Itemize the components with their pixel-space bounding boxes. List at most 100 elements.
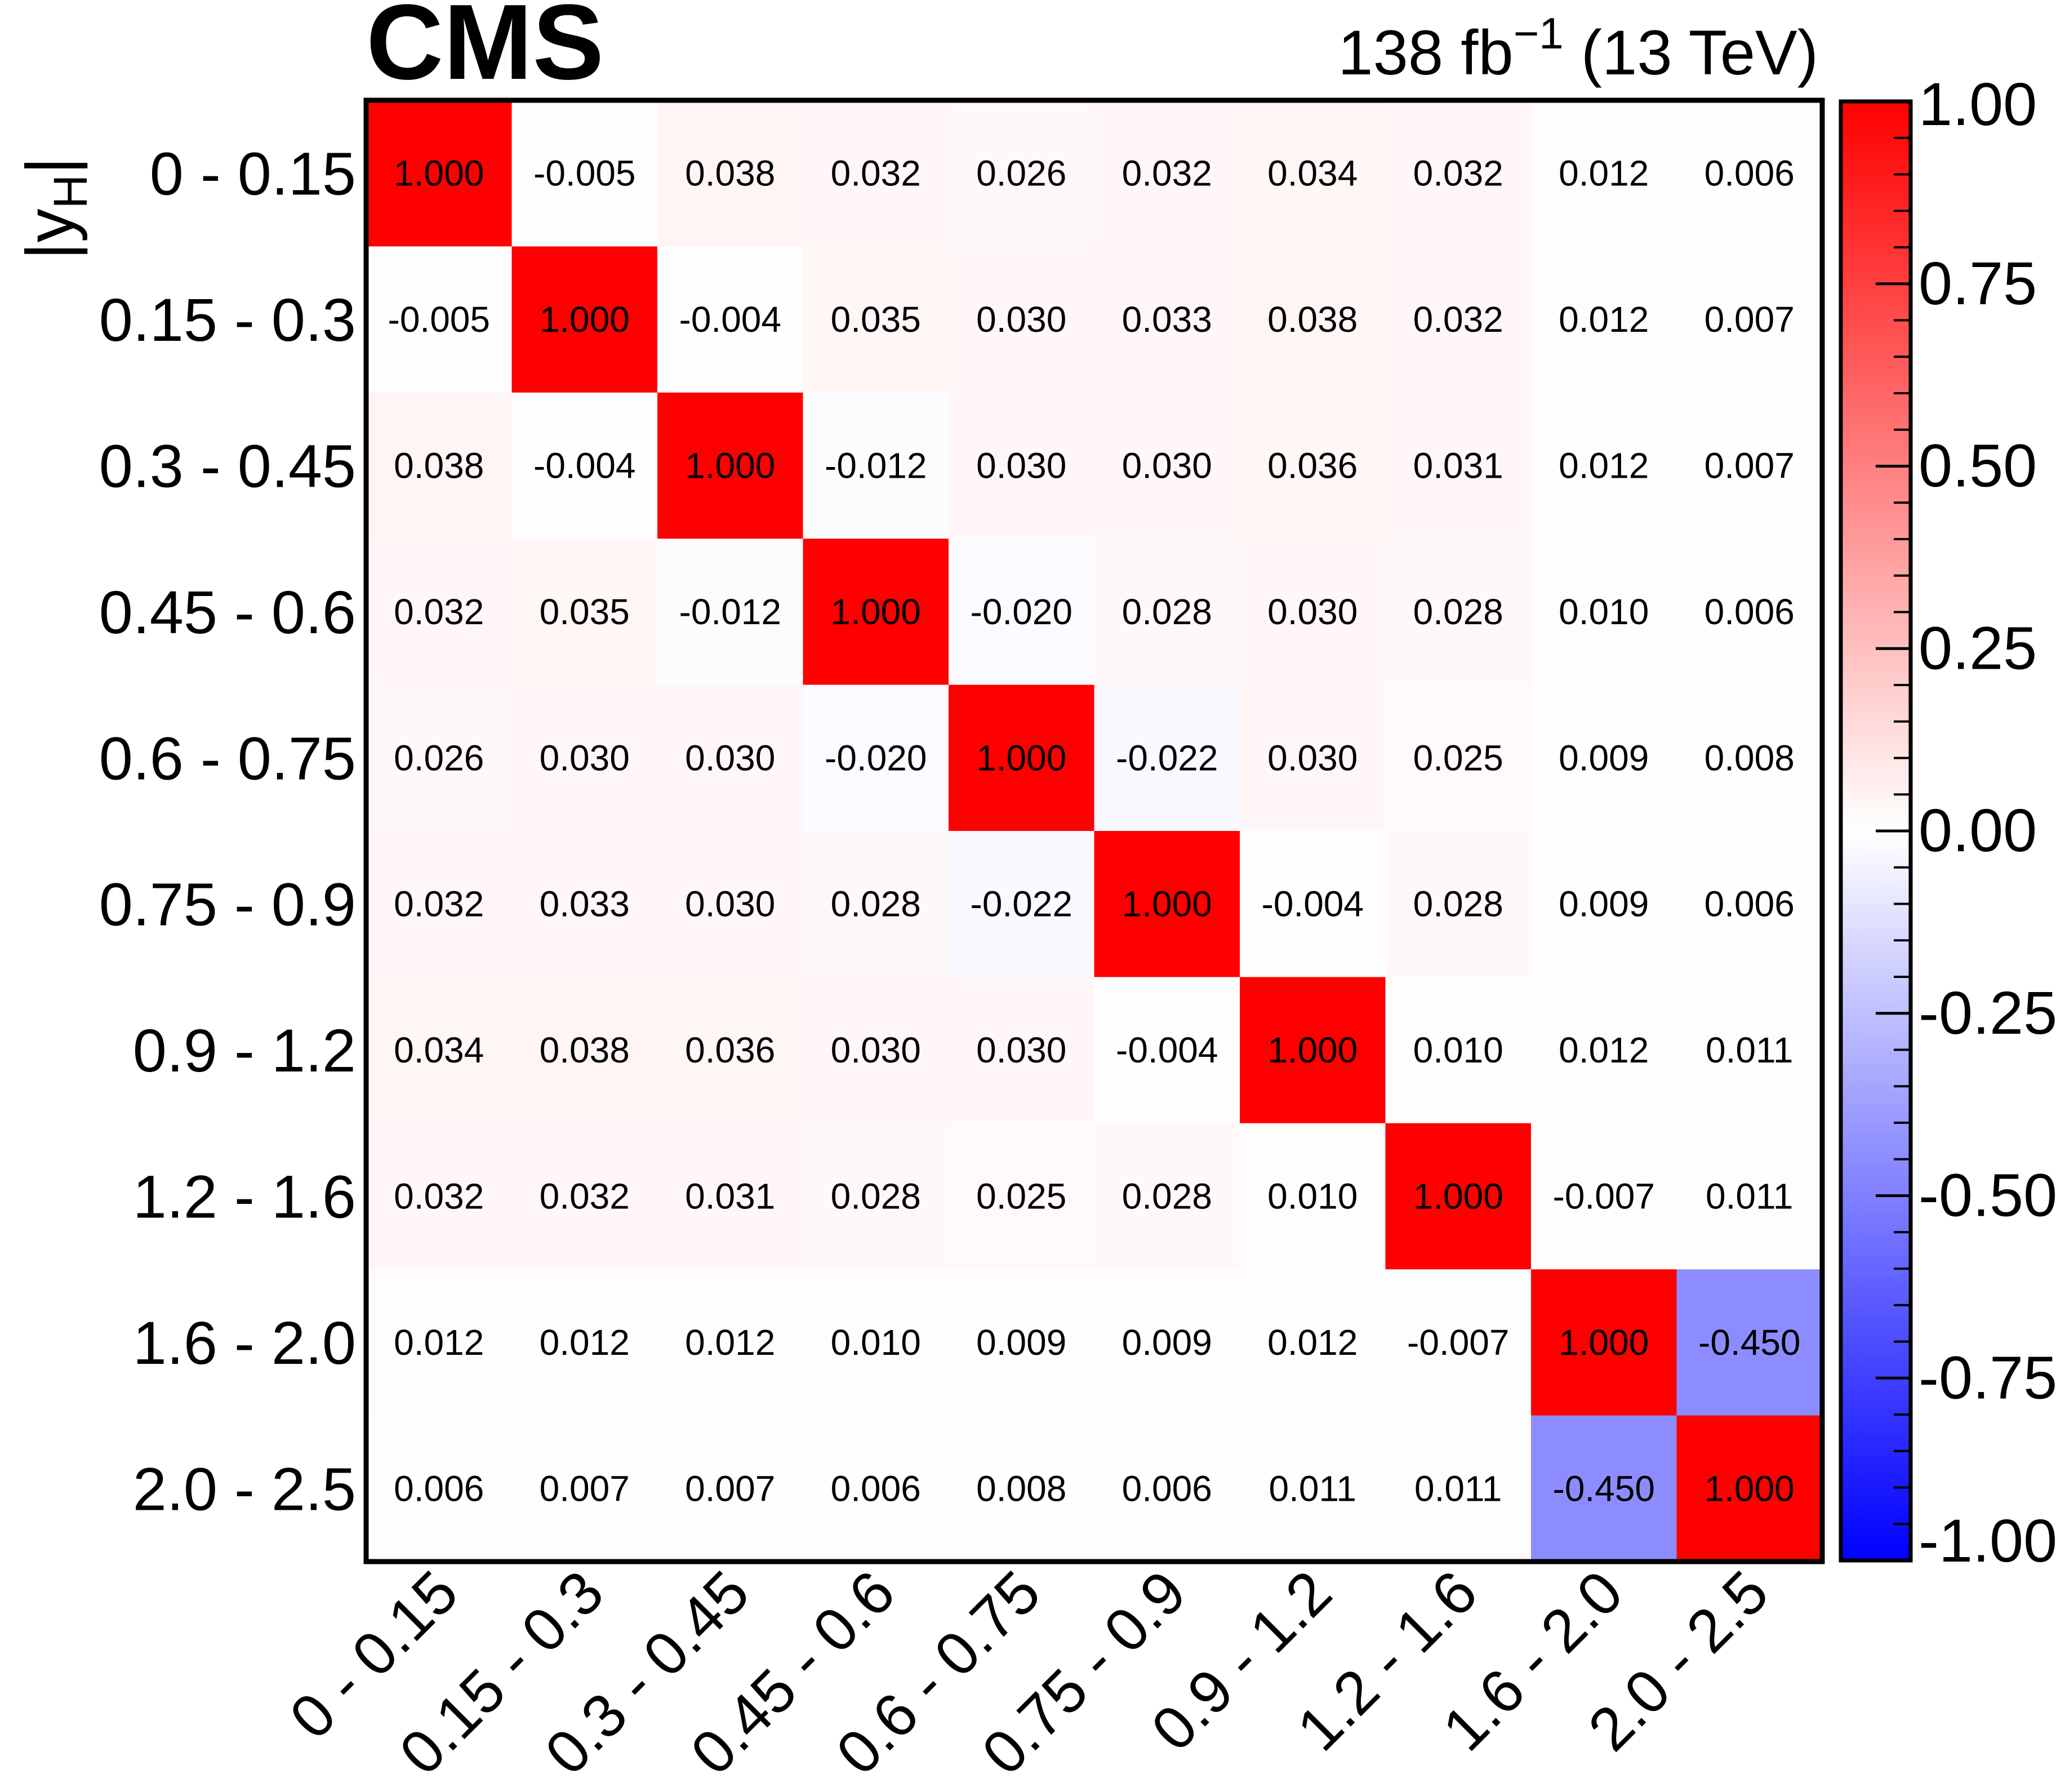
cell-value-label: 0.030 <box>1267 592 1358 632</box>
cell-value-label: 0.038 <box>540 1030 630 1070</box>
cell-value-label: 1.000 <box>831 592 921 632</box>
cell-value-label: 0.010 <box>831 1322 921 1363</box>
y-tick-label: 0.45 - 0.6 <box>99 578 356 646</box>
y-tick-label: 0.15 - 0.3 <box>99 286 356 354</box>
heatmap-cell <box>949 539 1095 686</box>
cell-value-label: 0.028 <box>1413 884 1503 924</box>
cell-value-label: 0.012 <box>394 1322 484 1363</box>
heatmap-cell <box>1094 831 1240 977</box>
cell-value-label: 0.032 <box>394 884 484 924</box>
heatmap-cell <box>949 100 1095 247</box>
cell-value-label: -0.004 <box>679 299 781 340</box>
cell-value-label: 0.030 <box>976 1030 1066 1070</box>
heatmap-cell <box>1094 1269 1240 1416</box>
heatmap-cell <box>1676 1123 1823 1270</box>
cell-value-label: -0.005 <box>388 299 490 340</box>
cell-value-label: 0.007 <box>685 1468 775 1509</box>
heatmap-cell <box>366 831 513 977</box>
heatmap-cell <box>1240 684 1386 831</box>
y-tick-label: 0.6 - 0.75 <box>99 724 356 792</box>
heatmap-cell <box>366 977 513 1124</box>
heatmap-cell <box>1676 1269 1823 1416</box>
heatmap-cell <box>1240 539 1386 686</box>
colorbar-tick-label: 0.75 <box>1919 249 2037 317</box>
cell-value-label: 0.034 <box>1267 153 1358 194</box>
heatmap-cell <box>511 977 658 1124</box>
heatmap-cell <box>657 246 804 393</box>
heatmap-cell <box>511 831 658 977</box>
heatmap-cell <box>803 977 949 1124</box>
heatmap-cell <box>1676 392 1823 539</box>
cell-value-label: -0.450 <box>1553 1468 1655 1509</box>
cell-value-label: 1.000 <box>1559 1322 1649 1363</box>
cell-value-label: 0.036 <box>685 1030 775 1070</box>
heatmap-cell <box>1531 831 1677 977</box>
cell-value-label: -0.022 <box>971 884 1072 924</box>
heatmap-cell <box>1240 1269 1386 1416</box>
heatmap-cell <box>1385 1415 1532 1562</box>
heatmap-cell <box>1094 539 1240 686</box>
heatmap-cell <box>1676 539 1823 686</box>
heatmap-cell <box>1531 100 1677 247</box>
cell-value-label: 0.038 <box>685 153 775 194</box>
cell-value-label: 0.032 <box>1122 153 1212 194</box>
colorbar-ticks <box>1876 100 1911 1562</box>
cell-value-label: 0.032 <box>540 1176 630 1217</box>
heatmap-cell <box>803 246 949 393</box>
cell-value-label: 0.006 <box>1122 1468 1212 1509</box>
heatmap-cell <box>657 539 804 686</box>
heatmap-cell <box>1385 684 1532 831</box>
cell-value-label: 0.030 <box>976 299 1066 340</box>
cell-value-label: 0.030 <box>685 884 775 924</box>
cell-value-label: 0.032 <box>831 153 921 194</box>
heatmap-cell <box>366 1123 513 1270</box>
heatmap-cell <box>949 1123 1095 1270</box>
heatmap-cell <box>1676 246 1823 393</box>
heatmap-cell <box>657 831 804 977</box>
y-tick-label: 1.6 - 2.0 <box>133 1309 356 1377</box>
cell-value-label: 0.012 <box>540 1322 630 1363</box>
heatmap-cells <box>366 100 1823 1562</box>
heatmap-cell <box>1385 246 1532 393</box>
cell-value-label: 0.031 <box>685 1176 775 1217</box>
cell-value-label: 0.006 <box>831 1468 921 1509</box>
cell-value-label: 0.012 <box>1559 153 1649 194</box>
cell-value-label: 0.035 <box>831 299 921 340</box>
cell-value-label: 0.008 <box>976 1468 1066 1509</box>
cell-value-label: 0.011 <box>1269 1468 1356 1509</box>
heatmap-cell <box>1531 684 1677 831</box>
y-tick-label: 0.75 - 0.9 <box>99 870 356 939</box>
heatmap-cell <box>1094 977 1240 1124</box>
heatmap-cell <box>1531 1269 1677 1416</box>
y-axis-title: |yH| <box>12 157 97 260</box>
heatmap-cell <box>803 684 949 831</box>
cell-value-label: 0.012 <box>1559 299 1649 340</box>
cell-value-label: 0.010 <box>1413 1030 1503 1070</box>
heatmap-cell <box>1094 392 1240 539</box>
heatmap-cell <box>511 1415 658 1562</box>
y-tick-label: 1.2 - 1.6 <box>133 1163 356 1231</box>
cell-value-label: 0.032 <box>394 592 484 632</box>
colorbar-tick-label: 1.00 <box>1919 70 2037 138</box>
cell-value-label: 0.026 <box>394 737 484 778</box>
heatmap-cell <box>1094 1123 1240 1270</box>
cell-value-label: 0.007 <box>1704 446 1795 486</box>
heatmap-cell <box>803 1269 949 1416</box>
cell-value-label: -0.007 <box>1553 1176 1655 1217</box>
cell-value-label: 1.000 <box>1122 884 1212 924</box>
heatmap-cell <box>1385 1123 1532 1270</box>
cell-value-label: 0.032 <box>1413 299 1503 340</box>
cell-value-label: 1.000 <box>540 299 630 340</box>
heatmap-cell <box>657 100 804 247</box>
heatmap-cell <box>366 684 513 831</box>
y-axis-title-sub: H <box>44 175 97 209</box>
cell-value-label: 0.028 <box>831 1176 921 1217</box>
cell-value-label: 0.028 <box>1122 1176 1212 1217</box>
heatmap-cell <box>657 684 804 831</box>
cell-value-label: 1.000 <box>394 153 484 194</box>
heatmap-cell <box>511 100 658 247</box>
heatmap-cell <box>803 831 949 977</box>
cell-value-label: 0.011 <box>1706 1030 1793 1070</box>
cell-value-label: 0.028 <box>1122 592 1212 632</box>
